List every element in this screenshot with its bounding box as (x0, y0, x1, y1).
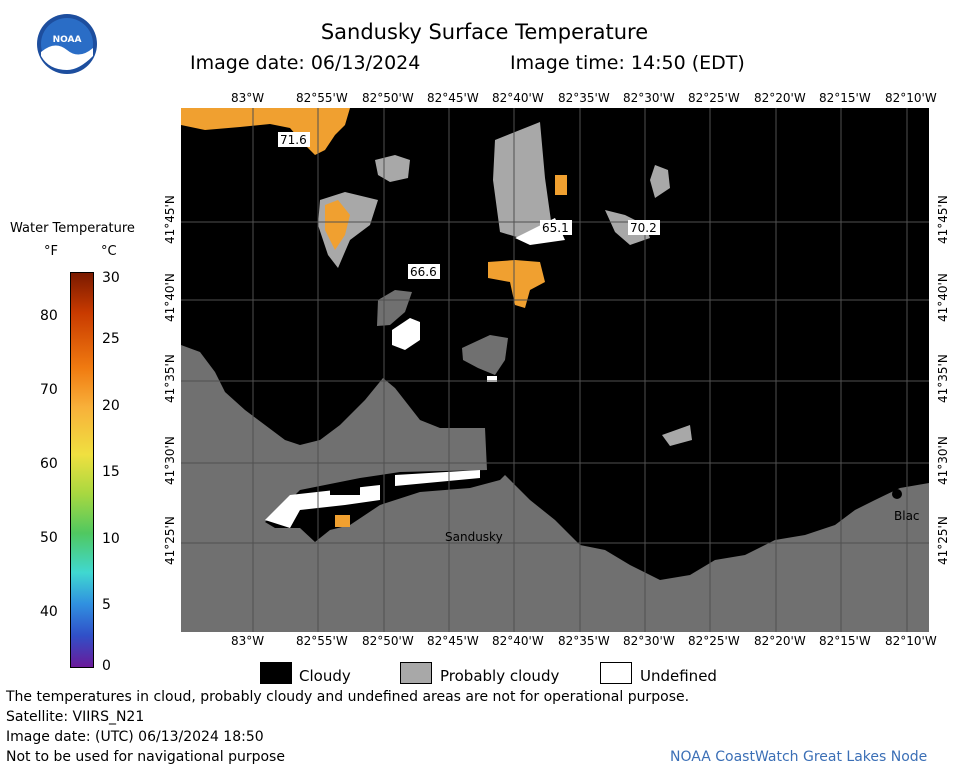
undefined-area (395, 470, 480, 486)
colorbar-c-tick: 25 (102, 331, 120, 347)
image-time: Image time: 14:50 (EDT) (510, 52, 745, 74)
longitude-label: 82°40'W (492, 634, 544, 648)
longitude-label: 82°45'W (427, 91, 479, 105)
longitude-label: 82°30'W (623, 634, 675, 648)
unit-celsius: °C (101, 244, 117, 259)
colorbar-c-tick: 20 (102, 398, 120, 414)
footer-satellite: Satellite: VIIRS_N21 (6, 709, 145, 725)
svg-text:65.1: 65.1 (542, 221, 569, 235)
colorbar-f-tick: 80 (40, 308, 58, 324)
probably-cloudy-area (493, 122, 552, 238)
longitude-label: 82°10'W (885, 634, 937, 648)
longitude-label: 82°20'W (754, 634, 806, 648)
footer-utc-date: Image date: (UTC) 06/13/2024 18:50 (6, 729, 264, 745)
probably-cloudy-area (377, 290, 412, 326)
colorbar-c-tick: 0 (102, 658, 111, 674)
longitude-label: 83°W (231, 91, 265, 105)
colorbar-f-tick: 70 (40, 382, 58, 398)
warm-water-area (325, 200, 350, 250)
place-sandusky: Sandusky (445, 530, 503, 544)
latitude-label: 41°25'N (163, 516, 177, 565)
key-swatch-undefined (600, 662, 632, 684)
colorbar (70, 272, 94, 668)
longitude-label: 82°25'W (688, 634, 740, 648)
temp-label-1: 71.6 (278, 132, 310, 147)
temp-label-4: 66.6 (408, 264, 440, 279)
footer-disclaimer: The temperatures in cloud, probably clou… (6, 689, 690, 705)
longitude-label: 82°35'W (558, 91, 610, 105)
longitude-label: 82°50'W (362, 634, 414, 648)
longitude-label: 83°W (231, 634, 265, 648)
latitude-label: 41°30'N (936, 436, 950, 485)
temp-label-3: 70.2 (628, 220, 660, 235)
footer-credit: NOAA CoastWatch Great Lakes Node (670, 749, 928, 765)
page-title: Sandusky Surface Temperature (320, 20, 649, 44)
longitude-label: 82°20'W (754, 91, 806, 105)
latitude-label: 41°45'N (163, 195, 177, 244)
image-date: Image date: 06/13/2024 (190, 52, 421, 74)
latitude-label: 41°35'N (936, 354, 950, 403)
colorbar-c-tick: 5 (102, 597, 111, 613)
latitude-label: 41°35'N (163, 354, 177, 403)
colorbar-c-tick: 10 (102, 531, 120, 547)
latitude-label: 41°45'N (936, 195, 950, 244)
colorbar-f-tick: 50 (40, 530, 58, 546)
longitude-label: 82°10'W (885, 91, 937, 105)
probably-cloudy-area (605, 210, 650, 245)
logo-text: NOAA (53, 35, 82, 45)
temp-label-2: 65.1 (540, 220, 572, 235)
probably-cloudy-area (650, 165, 670, 198)
key-label-probably-cloudy: Probably cloudy (440, 667, 560, 685)
colorbar-title: Water Temperature (10, 221, 135, 236)
key-label-undefined: Undefined (640, 667, 717, 685)
probably-cloudy-area (462, 335, 508, 375)
longitude-label: 82°25'W (688, 91, 740, 105)
land-area (181, 345, 929, 632)
longitude-label: 82°45'W (427, 634, 479, 648)
latitude-label: 41°30'N (163, 436, 177, 485)
svg-text:70.2: 70.2 (630, 221, 657, 235)
warm-water-area (555, 175, 567, 195)
key-label-cloudy: Cloudy (299, 667, 351, 685)
place-marker (892, 489, 902, 499)
latitude-label: 41°40'N (936, 273, 950, 322)
noaa-logo: NOAA (37, 14, 97, 74)
longitude-label: 82°15'W (819, 91, 871, 105)
warm-water-area (488, 260, 545, 308)
cloudy-patch (330, 485, 360, 495)
longitude-label: 82°35'W (558, 634, 610, 648)
colorbar-f-tick: 60 (40, 456, 58, 472)
footer-nav-warning: Not to be used for navigational purpose (6, 749, 285, 765)
key-swatch-probably-cloudy (400, 662, 432, 684)
probably-cloudy-area (662, 425, 692, 446)
svg-text:71.6: 71.6 (280, 133, 307, 147)
warm-water-area (335, 515, 350, 527)
longitude-label: 82°55'W (296, 634, 348, 648)
svg-text:66.6: 66.6 (410, 265, 437, 279)
undefined-area (265, 485, 380, 528)
key-swatch-cloudy (260, 662, 292, 684)
undefined-area (392, 318, 420, 350)
colorbar-c-tick: 30 (102, 270, 120, 286)
latitude-label: 41°25'N (936, 516, 950, 565)
longitude-label: 82°15'W (819, 634, 871, 648)
undefined-area (487, 376, 497, 382)
colorbar-f-tick: 40 (40, 604, 58, 620)
place-black: Blac (894, 509, 920, 523)
latitude-label: 41°40'N (163, 273, 177, 322)
longitude-label: 82°55'W (296, 91, 348, 105)
colorbar-c-tick: 15 (102, 464, 120, 480)
unit-fahrenheit: °F (44, 244, 58, 259)
longitude-label: 82°40'W (492, 91, 544, 105)
longitude-label: 82°30'W (623, 91, 675, 105)
longitude-label: 82°50'W (362, 91, 414, 105)
